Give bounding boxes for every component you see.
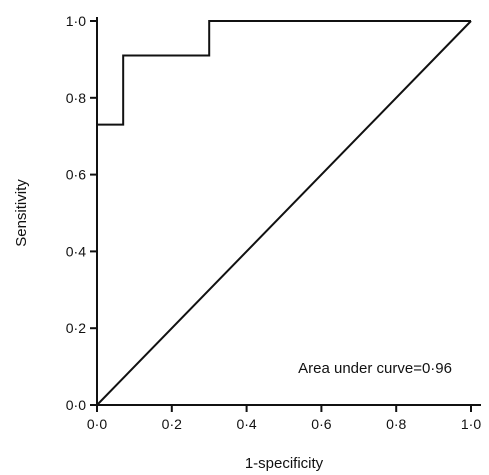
y-tick-label: 0·2 [66,320,86,336]
y-tick-label: 1·0 [66,13,86,29]
x-tick-label: 0·6 [311,416,331,432]
x-tick-label: 1·0 [461,416,481,432]
y-tick-label: 0·0 [66,397,86,413]
y-axis-ticks: 0·0 0·2 0·4 0·6 0·8 1·0 [66,13,97,413]
x-tick-label: 0·0 [87,416,107,432]
x-axis-label: 1-specificity [245,455,324,472]
y-tick-label: 0·4 [66,243,86,259]
x-tick-label: 0·4 [236,416,256,432]
auc-annotation: Area under curve=0·96 [298,360,452,377]
y-axis-label: Sensitivity [13,179,30,247]
x-tick-label: 0·2 [162,416,182,432]
roc-curve-line [96,20,471,405]
x-tick-label: 0·8 [386,416,406,432]
y-tick-label: 0·6 [66,167,86,183]
y-tick-label: 0·8 [66,90,86,106]
x-axis-ticks: 0·0 0·2 0·4 0·6 0·8 1·0 [87,405,481,432]
reference-diagonal-line [96,20,472,406]
series-layer [96,20,472,406]
